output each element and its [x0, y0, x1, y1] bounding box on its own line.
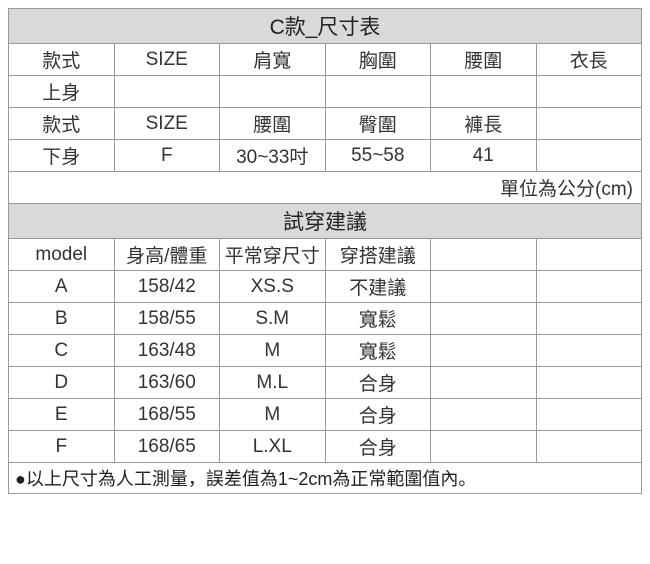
cell: 合身: [325, 367, 431, 399]
size-chart-table: C款_尺寸表 款式 SIZE 肩寬 胸圍 腰圍 衣長 上身 款式 SIZE 腰圍…: [8, 8, 642, 494]
section1-title: C款_尺寸表: [9, 9, 642, 44]
fit-row: E 168/55 M 合身: [9, 399, 642, 431]
bottom-data-row: 下身 F 30~33吋 55~58 41: [9, 140, 642, 172]
col-header: 胸圍: [325, 44, 431, 76]
cell: 163/48: [114, 335, 220, 367]
fit-row: D 163/60 M.L 合身: [9, 367, 642, 399]
col-header: 平常穿尺寸: [220, 239, 326, 271]
cell: L.XL: [220, 431, 326, 463]
cell: 上身: [9, 76, 115, 108]
cell: [536, 140, 642, 172]
col-header: [431, 239, 537, 271]
col-header: SIZE: [114, 44, 220, 76]
cell: S.M: [220, 303, 326, 335]
cell: [431, 431, 537, 463]
bottom-headers-row: 款式 SIZE 腰圍 臀圍 褲長: [9, 108, 642, 140]
cell: A: [9, 271, 115, 303]
col-header: 身高/體重: [114, 239, 220, 271]
cell: F: [9, 431, 115, 463]
cell: [431, 303, 537, 335]
cell: [431, 76, 537, 108]
col-header: 款式: [9, 44, 115, 76]
cell: [220, 76, 326, 108]
cell: 55~58: [325, 140, 431, 172]
cell: 寬鬆: [325, 303, 431, 335]
cell: 30~33吋: [220, 140, 326, 172]
col-header: [536, 108, 642, 140]
cell: 163/60: [114, 367, 220, 399]
cell: E: [9, 399, 115, 431]
col-header: 褲長: [431, 108, 537, 140]
col-header: [536, 239, 642, 271]
cell: XS.S: [220, 271, 326, 303]
cell: [536, 271, 642, 303]
cell: [536, 303, 642, 335]
cell: B: [9, 303, 115, 335]
cell: [536, 431, 642, 463]
cell: [431, 335, 537, 367]
col-header: 腰圍: [220, 108, 326, 140]
cell: [431, 399, 537, 431]
col-header: 腰圍: [431, 44, 537, 76]
col-header: 肩寬: [220, 44, 326, 76]
col-header: 穿搭建議: [325, 239, 431, 271]
fit-row: A 158/42 XS.S 不建議: [9, 271, 642, 303]
cell: [536, 367, 642, 399]
cell: [536, 335, 642, 367]
cell: [431, 367, 537, 399]
cell: 158/42: [114, 271, 220, 303]
cell: 168/55: [114, 399, 220, 431]
fit-row: F 168/65 L.XL 合身: [9, 431, 642, 463]
fit-headers-row: model 身高/體重 平常穿尺寸 穿搭建議: [9, 239, 642, 271]
top-data-row: 上身: [9, 76, 642, 108]
col-header: SIZE: [114, 108, 220, 140]
cell: D: [9, 367, 115, 399]
cell: [431, 271, 537, 303]
col-header: 臀圍: [325, 108, 431, 140]
cell: F: [114, 140, 220, 172]
unit-text: 單位為公分(cm): [9, 172, 642, 204]
cell: C: [9, 335, 115, 367]
cell: 寬鬆: [325, 335, 431, 367]
fit-row: B 158/55 S.M 寬鬆: [9, 303, 642, 335]
note-text: ●以上尺寸為人工測量，誤差值為1~2cm為正常範圍值內。: [9, 463, 642, 494]
cell: 158/55: [114, 303, 220, 335]
cell: 下身: [9, 140, 115, 172]
cell: 41: [431, 140, 537, 172]
cell: 168/65: [114, 431, 220, 463]
col-header: model: [9, 239, 115, 271]
cell: M: [220, 399, 326, 431]
cell: [114, 76, 220, 108]
fit-row: C 163/48 M 寬鬆: [9, 335, 642, 367]
col-header: 衣長: [536, 44, 642, 76]
top-headers-row: 款式 SIZE 肩寬 胸圍 腰圍 衣長: [9, 44, 642, 76]
cell: M: [220, 335, 326, 367]
cell: [536, 399, 642, 431]
cell: 不建議: [325, 271, 431, 303]
section2-title: 試穿建議: [9, 204, 642, 239]
cell: 合身: [325, 431, 431, 463]
cell: [325, 76, 431, 108]
col-header: 款式: [9, 108, 115, 140]
cell: M.L: [220, 367, 326, 399]
cell: 合身: [325, 399, 431, 431]
cell: [536, 76, 642, 108]
